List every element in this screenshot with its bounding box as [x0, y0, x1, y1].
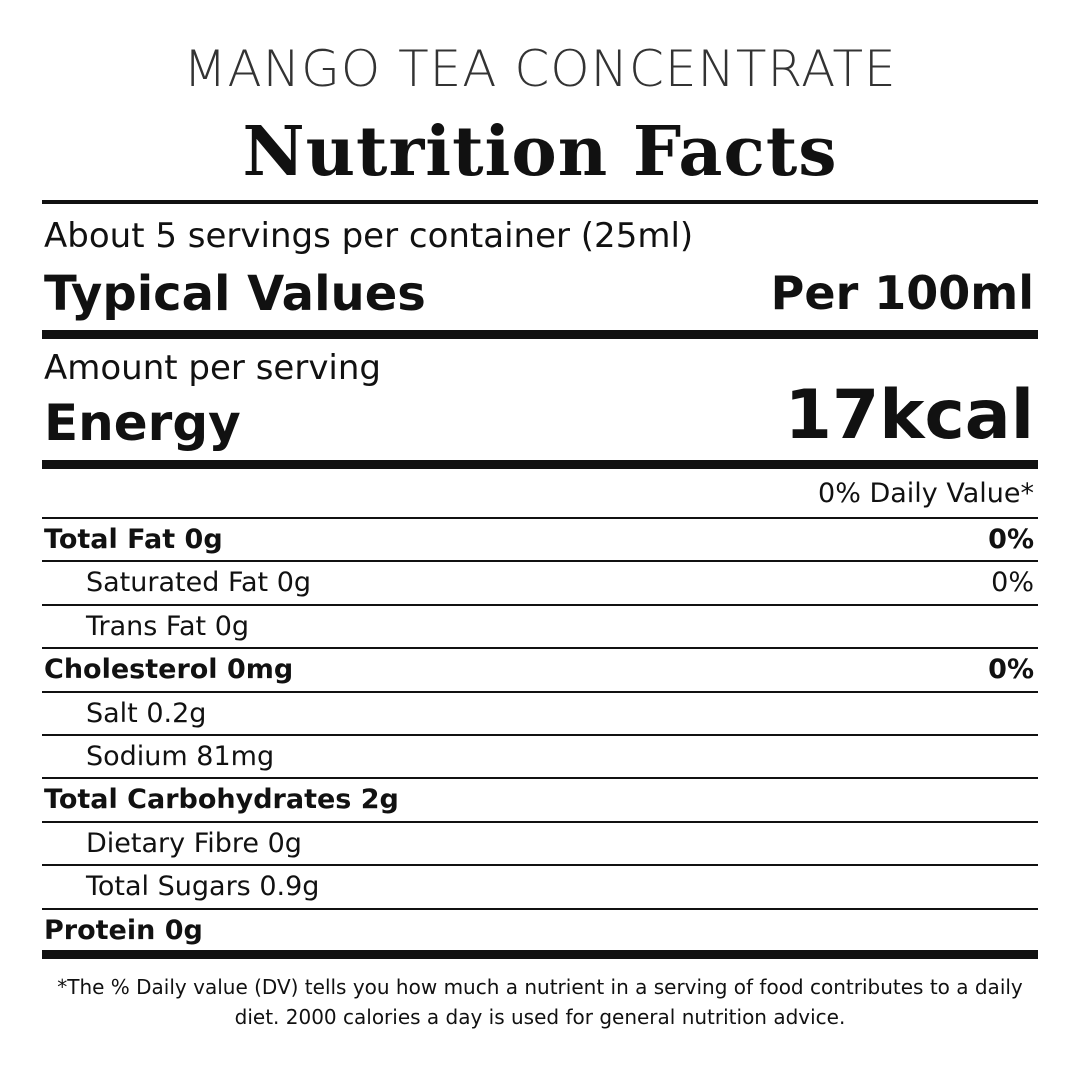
footnote: *The % Daily value (DV) tells you how mu… — [57, 975, 1023, 1029]
servings-text: About 5 servings per container (25ml) — [44, 216, 694, 256]
energy-value: 17kcal — [784, 376, 1034, 455]
amount-per-serving: Amount per serving — [44, 348, 382, 388]
row-divider — [42, 603, 1038, 606]
nutrient-daily-value: 0% — [991, 567, 1034, 599]
row-divider — [42, 734, 1038, 736]
row-divider — [42, 560, 1038, 563]
divider — [42, 330, 1038, 339]
row-divider — [42, 864, 1038, 867]
row-divider — [42, 907, 1038, 910]
nutrient-label: Sodium 81mg — [86, 741, 275, 772]
nutrient-label: Dietary Fibre 0g — [86, 827, 302, 859]
daily-value-header: 0% Daily Value* — [818, 478, 1034, 509]
product-name: MANGO TEA CONCENTRATE — [183, 40, 897, 98]
row-divider — [42, 647, 1038, 650]
nutrient-label: Cholesterol 0mg — [44, 654, 294, 686]
nutrient-label: Protein 0g — [44, 914, 203, 946]
row-divider — [42, 820, 1038, 823]
energy-label: Energy — [44, 394, 241, 452]
row-divider — [42, 777, 1038, 780]
nutrient-daily-value: 0% — [988, 524, 1034, 555]
divider — [42, 200, 1038, 204]
per-label: Per 100ml — [770, 266, 1034, 320]
nutrient-label: Total Sugars 0.9g — [86, 871, 320, 903]
nutrient-label: Salt 0.2g — [86, 697, 207, 729]
nutrient-label: Total Carbohydrates 2g — [44, 784, 399, 816]
page-title: Nutrition Facts — [242, 112, 838, 192]
row-divider — [42, 517, 1038, 519]
divider — [42, 460, 1038, 469]
typical-values-label: Typical Values — [44, 266, 426, 322]
row-divider — [42, 690, 1038, 693]
nutrient-label: Trans Fat 0g — [86, 610, 250, 642]
nutrient-label: Saturated Fat 0g — [86, 567, 312, 599]
divider — [42, 950, 1038, 959]
nutrient-daily-value: 0% — [988, 654, 1034, 686]
nutrient-label: Total Fat 0g — [44, 524, 223, 555]
